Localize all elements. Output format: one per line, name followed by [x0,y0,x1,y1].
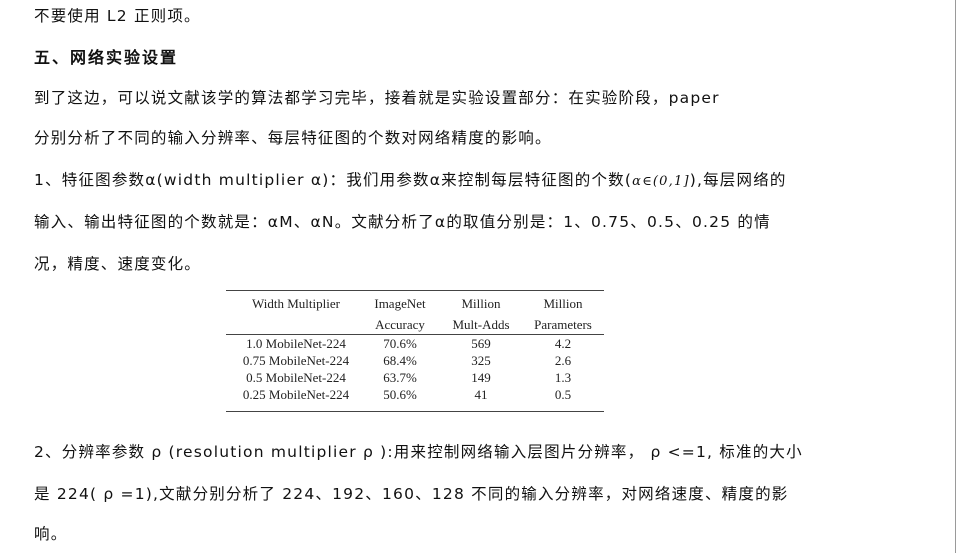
text-line-6: 况，精度、速度变化。 [34,255,202,273]
mobilenet-width-table: Width Multiplier ImageNet Accuracy Milli… [226,290,606,414]
text-line-4-part-a: 1、特征图参数α(width multiplier α)：我们用参数α来控制每层… [34,171,633,189]
table-cell: 1.0 MobileNet-224 [246,336,346,351]
table-cell: 0.5 [554,387,572,402]
table-header-cell: Accuracy [375,317,425,332]
text-line-2: 到了这边，可以说文献该学的算法都学习完毕，接着就是实验设置部分：在实验阶段，pa… [34,89,720,107]
table-header-cell: Million [543,296,583,311]
table-cell: 1.3 [554,370,572,385]
text-line-9: 响。 [34,525,68,543]
text-line-8: 是 224( ρ =1),文献分别分析了 224、192、160、128 不同的… [34,485,789,503]
table-cell: 41 [474,387,488,402]
table-header-cell: Million [461,296,501,311]
table-top-rule [226,290,604,291]
table-cell: 50.6% [383,387,417,402]
table-cell: 0.25 MobileNet-224 [242,387,350,402]
table-cell: 2.6 [554,353,572,368]
page-edge-divider [955,0,956,553]
text-line-1: 不要使用 L2 正则项。 [34,7,201,25]
text-line-3: 分别分析了不同的输入分辨率、每层特征图的个数对网络精度的影响。 [34,129,552,147]
text-line-4-part-c: ),每层网络的 [689,171,787,189]
table-cell: 569 [471,336,491,351]
text-line-4: 1、特征图参数α(width multiplier α)：我们用参数α来控制每层… [34,168,787,190]
table-cell: 325 [471,353,491,368]
table-cell: 0.5 MobileNet-224 [246,370,346,385]
table-bottom-rule [226,411,604,412]
table-header-rule [226,334,604,335]
table-header-cell: Width Multiplier [252,296,340,311]
table-header-cell: Mult-Adds [452,317,510,332]
table-header-cell: Parameters [534,317,592,332]
table-cell: 63.7% [383,370,417,385]
text-line-7: 2、分辨率参数 ρ (resolution multiplier ρ ):用来控… [34,443,803,461]
text-line-5: 输入、输出特征图的个数就是：αM、αN。文献分析了α的取值分别是：1、0.75、… [34,213,771,231]
table-header-cell: ImageNet [374,296,426,311]
table-cell: 0.75 MobileNet-224 [242,353,350,368]
section-heading: 五、网络实验设置 [34,48,179,67]
alpha-range-formula: α∈(0,1] [632,174,690,189]
table-cell: 70.6% [383,336,417,351]
table-cell: 149 [471,370,491,385]
table-cell: 68.4% [383,353,417,368]
table-cell: 4.2 [554,336,572,351]
